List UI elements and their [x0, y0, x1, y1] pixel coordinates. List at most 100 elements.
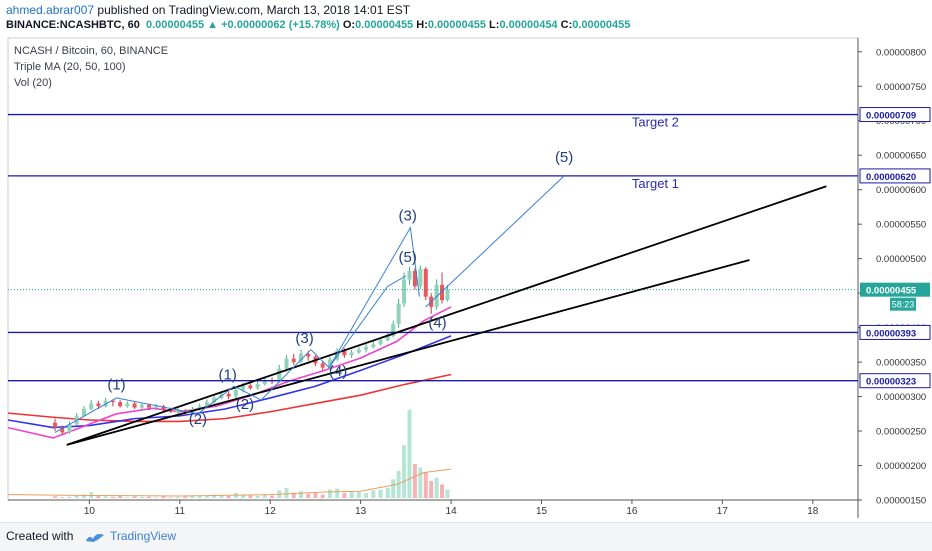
- candle-body: [335, 351, 340, 360]
- ma50-line: [7, 335, 452, 429]
- volume-bar: [335, 488, 340, 498]
- candle-body: [284, 358, 289, 369]
- wave-label: (3): [399, 208, 417, 225]
- level-price-label: 0.00000709: [866, 111, 916, 122]
- candle-body: [154, 406, 159, 408]
- volume-bar: [96, 495, 101, 498]
- level-price-tag: [859, 168, 931, 184]
- volume-bar: [110, 496, 115, 498]
- plot-area: [7, 37, 859, 501]
- candle-body: [81, 408, 86, 416]
- close-value: 0.00000455: [572, 19, 631, 31]
- volume-bar: [407, 409, 412, 498]
- footer: Created with TradingView: [0, 522, 932, 551]
- candle-body: [67, 424, 72, 433]
- candle-body: [291, 358, 296, 363]
- x-tick-label: 13: [355, 506, 367, 517]
- volume-bar: [67, 496, 72, 498]
- wave-label: (4): [329, 363, 347, 380]
- candle-body: [53, 422, 58, 428]
- y-tick-label: 0.00000150: [876, 496, 926, 507]
- level-price-label: 0.00000620: [866, 172, 916, 183]
- last-price-tag-label: 0.00000455: [866, 286, 917, 297]
- elliott-wave-path: [425, 175, 565, 308]
- trend-line: [66, 259, 750, 446]
- wave-label: (3): [295, 330, 313, 347]
- volume-bar: [74, 495, 79, 498]
- target-label: Target 2: [632, 115, 679, 130]
- tradingview-logo-icon: [86, 534, 104, 542]
- volume-bar: [255, 495, 260, 498]
- x-tick-label: 11: [175, 506, 186, 517]
- level-price-label: 0.00000323: [866, 377, 916, 388]
- vol-legend[interactable]: Vol (20): [14, 77, 52, 89]
- level-price-tag: [859, 107, 931, 123]
- candle-body: [176, 410, 180, 412]
- volume-bar: [291, 492, 296, 498]
- y-tick-label: 0.00000550: [876, 220, 926, 231]
- y-tick-label: 0.00000350: [876, 358, 926, 369]
- candle-body: [385, 335, 390, 341]
- volume-bar: [270, 495, 275, 498]
- volume-bar: [284, 487, 289, 498]
- price-chart[interactable]: 0.000008000.000007500.000007000.00000650…: [0, 0, 932, 522]
- candle-body: [248, 385, 253, 389]
- elliott-wave-path: [328, 275, 407, 368]
- candle-body: [423, 269, 428, 297]
- wave-label: (5): [555, 149, 573, 166]
- author-link[interactable]: ahmed.abrar007: [6, 3, 95, 17]
- volume-bar: [306, 493, 311, 498]
- volume-bar: [212, 494, 217, 498]
- x-tick-label: 10: [84, 506, 96, 517]
- volume-bar: [248, 495, 253, 498]
- chart-title: NCASH / Bitcoin, 60, BINANCE: [14, 45, 169, 57]
- candle-body: [407, 271, 412, 280]
- candle-body: [241, 385, 246, 390]
- volume-bar: [53, 496, 58, 498]
- elliott-wave-path: [54, 385, 262, 433]
- volume-bar: [412, 464, 417, 498]
- x-tick-label: 18: [807, 506, 819, 517]
- candle-body: [147, 404, 152, 408]
- volume-ma-line: [7, 468, 452, 497]
- ohlc-bar: BINANCE:NCASHBTC, 60 0.00000455 ▲ +0.000…: [6, 19, 630, 31]
- candle-body: [89, 403, 94, 409]
- y-tick-label: 0.00000200: [876, 461, 926, 472]
- volume-bar: [378, 489, 383, 498]
- volume-bar: [190, 495, 195, 498]
- candle-body: [306, 353, 311, 357]
- open-label: O:: [342, 19, 356, 31]
- low-value: 0.00000454: [499, 19, 558, 31]
- open-value: 0.00000455: [355, 19, 414, 31]
- wave-label: (1): [107, 377, 125, 394]
- volume-bar: [262, 494, 267, 498]
- candle-body: [132, 403, 137, 408]
- y-tick-label: 0.00000300: [876, 392, 926, 403]
- ma-legend[interactable]: Triple MA (20, 50, 100): [14, 61, 126, 73]
- y-tick-label: 0.00000650: [876, 151, 926, 162]
- candle-body: [445, 289, 450, 301]
- tradingview-brand[interactable]: TradingView: [110, 529, 177, 543]
- wave-label: (4): [428, 315, 446, 332]
- candle-body: [371, 344, 376, 347]
- volume-bar: [176, 496, 180, 498]
- candle-body: [226, 393, 231, 397]
- countdown-tag: [890, 297, 916, 311]
- last-price-tag: [860, 282, 930, 297]
- volume-bar: [118, 495, 123, 498]
- volume-bar: [197, 496, 202, 498]
- volume-bar: [161, 496, 166, 498]
- candle-body: [298, 353, 303, 363]
- candle-body: [197, 406, 202, 409]
- wave-label: (5): [399, 249, 417, 266]
- level-price-label: 0.00000393: [866, 328, 916, 339]
- x-tick-label: 17: [717, 506, 729, 517]
- volume-bar: [385, 487, 390, 498]
- volume-bar: [371, 490, 376, 498]
- volume-bar: [445, 489, 450, 498]
- publish-info: ahmed.abrar007 published on TradingView.…: [6, 3, 410, 17]
- high-label: H:: [416, 19, 428, 31]
- candle-body: [277, 368, 282, 382]
- volume-bar: [139, 496, 144, 498]
- volume-bar: [342, 492, 347, 498]
